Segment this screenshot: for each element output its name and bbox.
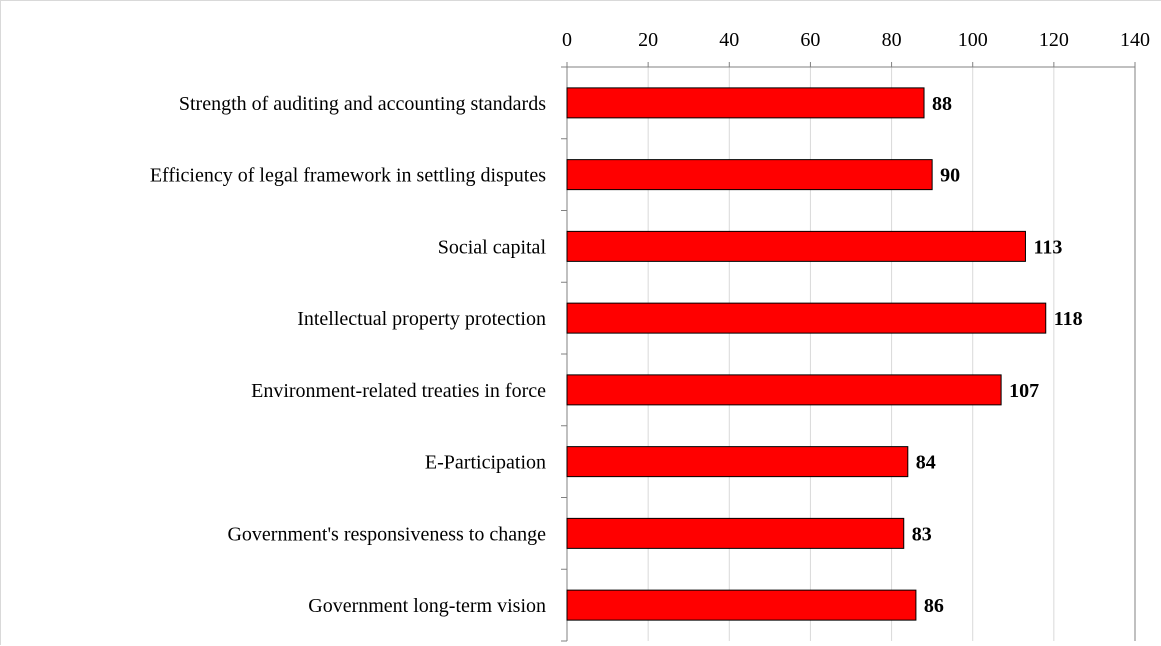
data-label: 118 <box>1054 308 1083 330</box>
bar <box>566 589 917 621</box>
data-label: 86 <box>924 595 944 617</box>
axes <box>561 62 1136 642</box>
data-label: 88 <box>932 93 952 115</box>
category-label: E-Participation <box>425 452 546 474</box>
bar <box>566 446 909 478</box>
bar <box>566 87 925 119</box>
category-label: Government's responsiveness to change <box>227 523 546 545</box>
x-tick-label: 60 <box>800 29 820 51</box>
gridlines <box>647 67 1136 641</box>
bar <box>566 230 1026 262</box>
data-labels: 88 90 113 118 107 84 83 86 <box>912 93 1083 617</box>
bar <box>566 517 905 549</box>
data-label: 107 <box>1009 380 1039 402</box>
data-label: 83 <box>912 523 932 545</box>
bars <box>566 87 1047 621</box>
x-tick-label: 120 <box>1039 29 1069 51</box>
x-tick-labels: 0 20 40 60 80 100 120 140 <box>562 29 1150 51</box>
category-label: Efficiency of legal framework in settlin… <box>150 165 546 187</box>
x-tick-label: 20 <box>638 29 658 51</box>
bar <box>566 374 1002 406</box>
x-tick-label: 100 <box>958 29 988 51</box>
category-label: Strength of auditing and accounting stan… <box>179 93 546 115</box>
category-labels: Strength of auditing and accounting stan… <box>150 93 547 617</box>
category-label: Intellectual property protection <box>297 308 546 330</box>
category-label: Government long-term vision <box>308 595 546 617</box>
bar <box>566 159 933 191</box>
data-label: 84 <box>916 452 936 474</box>
data-label: 113 <box>1033 236 1062 258</box>
x-tick-label: 80 <box>882 29 902 51</box>
x-tick-label: 40 <box>719 29 739 51</box>
bar <box>566 302 1047 334</box>
x-tick-label: 140 <box>1120 29 1150 51</box>
data-label: 90 <box>940 165 960 187</box>
category-label: Social capital <box>438 236 547 258</box>
x-tick-label: 0 <box>562 29 572 51</box>
category-label: Environment-related treaties in force <box>251 380 546 402</box>
